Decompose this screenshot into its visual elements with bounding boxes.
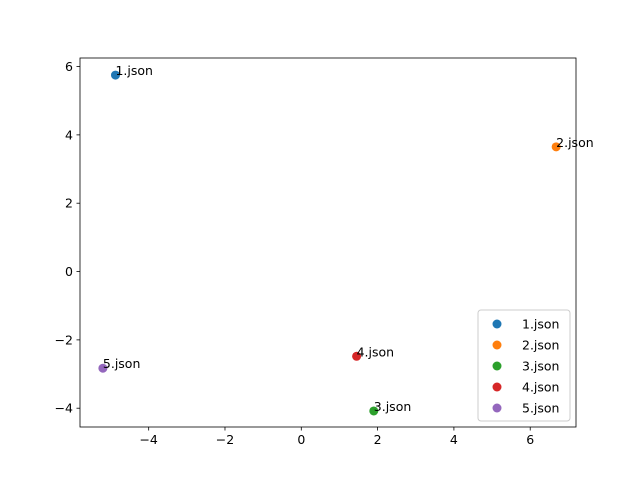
point-label-1: 1.json [115, 63, 152, 78]
point-labels: 1.json 2.json 3.json 4.json 5.json [103, 63, 594, 414]
legend-label-3: 3.json [522, 359, 559, 374]
data-points [98, 70, 561, 416]
axis-ticks: −4 −2 0 2 4 6 −4 −2 0 2 4 6 [55, 59, 535, 447]
legend-label-5: 5.json [522, 401, 559, 416]
legend-label-4: 4.json [522, 380, 559, 395]
data-point-5 [98, 363, 108, 373]
x-tick-label: −2 [216, 432, 234, 447]
x-tick-label: −4 [139, 432, 157, 447]
legend-marker-3 [492, 361, 502, 371]
y-tick-label: −2 [55, 332, 73, 347]
legend-box [477, 309, 571, 422]
point-label-2: 2.json [556, 135, 593, 150]
x-tick-label: 2 [374, 432, 382, 447]
plot-area-frame [79, 57, 577, 428]
y-tick-label: 6 [65, 59, 73, 74]
legend-marker-1 [492, 319, 502, 329]
data-point-1 [110, 70, 120, 80]
x-tick-label: 4 [450, 432, 458, 447]
point-label-4: 4.json [357, 344, 394, 359]
y-tick-label: 0 [65, 264, 73, 279]
legend-label-2: 2.json [522, 338, 559, 353]
y-tick-label: 2 [65, 196, 73, 211]
point-label-3: 3.json [374, 399, 411, 414]
legend-label-1: 1.json [522, 317, 559, 332]
legend-marker-2 [492, 340, 502, 350]
y-tick-label: −4 [55, 401, 73, 416]
y-tick-label: 4 [65, 127, 73, 142]
point-label-5: 5.json [103, 356, 140, 371]
data-point-4 [352, 351, 362, 361]
data-point-2 [551, 142, 561, 152]
data-point-3 [369, 406, 379, 416]
x-tick-label: 0 [297, 432, 305, 447]
x-tick-label: 6 [526, 432, 534, 447]
legend-marker-4 [492, 382, 502, 392]
legend: 1.json 2.json 3.json 4.json 5.json [477, 309, 571, 422]
legend-marker-5 [492, 403, 502, 413]
